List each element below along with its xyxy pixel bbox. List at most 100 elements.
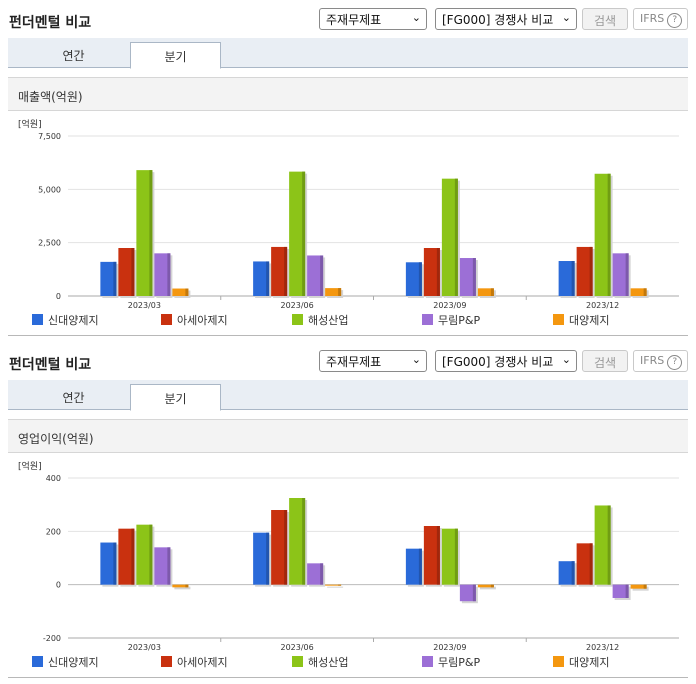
legend-label: 대양제지 bbox=[569, 656, 609, 669]
bar-edge bbox=[490, 288, 494, 296]
bar bbox=[100, 542, 117, 585]
bar bbox=[423, 526, 440, 585]
bar bbox=[289, 171, 306, 296]
bar bbox=[558, 561, 575, 585]
period-tabs: 연간 분기 bbox=[8, 38, 688, 69]
bar-edge bbox=[418, 548, 422, 585]
bar-edge bbox=[571, 261, 575, 296]
legend-label: 무림P&P bbox=[438, 314, 480, 327]
bar-edge bbox=[131, 528, 135, 585]
bar bbox=[477, 584, 494, 588]
bar bbox=[612, 253, 629, 296]
y-tick-label: 200 bbox=[46, 527, 61, 536]
bar bbox=[271, 510, 288, 585]
bar bbox=[118, 528, 135, 585]
y-tick-label: 400 bbox=[46, 474, 61, 483]
bar-edge bbox=[418, 262, 422, 296]
metric-title: 영업이익(억원) bbox=[8, 419, 688, 453]
bar bbox=[172, 584, 189, 588]
legend-swatch bbox=[292, 314, 303, 325]
y-tick-label: 2,500 bbox=[38, 239, 61, 248]
bar-edge bbox=[490, 584, 494, 588]
bar-edge bbox=[113, 261, 117, 296]
bar bbox=[307, 255, 324, 296]
statement-select-value: 주재무제표 bbox=[326, 355, 382, 369]
bar-edge bbox=[454, 178, 458, 296]
bar-shadow bbox=[632, 586, 649, 591]
tab-annual[interactable]: 연간 bbox=[62, 49, 85, 63]
bar-edge bbox=[149, 524, 153, 585]
operating-profit-chart: -200 0 200 400 2023/03 2023/06 2023/09 2023/12 신… bbox=[32, 474, 679, 669]
peer-group-select[interactable]: [FG000] 경쟁사 비교 ⌄ bbox=[435, 350, 577, 372]
tab-annual[interactable]: 연간 bbox=[62, 391, 85, 405]
bar bbox=[253, 532, 270, 585]
bar bbox=[307, 563, 324, 585]
bar bbox=[423, 248, 440, 296]
bar-edge bbox=[167, 547, 171, 585]
statement-select[interactable]: 주재무제표 ⌄ bbox=[319, 8, 427, 30]
y-tick-label: 0 bbox=[56, 292, 61, 301]
legend-swatch bbox=[32, 314, 43, 325]
chevron-down-icon: ⌄ bbox=[411, 353, 421, 366]
ifrs-button[interactable]: IFRS? bbox=[633, 350, 688, 372]
tab-quarterly[interactable]: 분기 bbox=[130, 384, 221, 411]
x-tick-label: 2023/12 bbox=[586, 643, 619, 652]
revenue-panel: 펀더멘털 비교 주재무제표 ⌄ [FG000] 경쟁사 비교 ⌄ 검색 IFRS? … bbox=[8, 8, 688, 336]
unit-label: [억원] bbox=[18, 462, 42, 472]
bar bbox=[459, 258, 476, 296]
tab-quarterly[interactable]: 분기 bbox=[130, 42, 221, 69]
bar-edge bbox=[113, 542, 117, 585]
bar-edge bbox=[302, 171, 306, 296]
legend-swatch bbox=[161, 314, 172, 325]
legend-swatch bbox=[553, 314, 564, 325]
x-tick-label: 2023/12 bbox=[586, 301, 619, 310]
y-tick-label: 5,000 bbox=[38, 185, 61, 194]
legend-label: 대양제지 bbox=[569, 314, 609, 327]
ifrs-label: IFRS bbox=[640, 12, 665, 25]
peer-group-select-value: [FG000] 경쟁사 비교 bbox=[442, 13, 554, 27]
bar-edge bbox=[149, 170, 153, 296]
bar-edge bbox=[266, 532, 270, 585]
legend-swatch bbox=[161, 656, 172, 667]
peer-group-select[interactable]: [FG000] 경쟁사 비교 ⌄ bbox=[435, 8, 577, 30]
bar-edge bbox=[436, 526, 440, 585]
chevron-down-icon: ⌄ bbox=[561, 353, 571, 366]
legend-label: 무림P&P bbox=[438, 656, 480, 669]
statement-select[interactable]: 주재무제표 ⌄ bbox=[319, 350, 427, 372]
bar bbox=[289, 498, 306, 585]
bar bbox=[154, 547, 171, 585]
bar bbox=[405, 262, 422, 296]
x-tick-label: 2023/03 bbox=[128, 643, 161, 652]
bar-edge bbox=[338, 584, 342, 586]
bar bbox=[325, 584, 342, 586]
bar bbox=[612, 584, 629, 598]
help-icon: ? bbox=[667, 13, 683, 28]
legend-swatch bbox=[292, 656, 303, 667]
unit-label: [억원] bbox=[18, 120, 42, 130]
bar-edge bbox=[185, 584, 189, 588]
peer-group-select-value: [FG000] 경쟁사 비교 bbox=[442, 355, 554, 369]
bar bbox=[630, 584, 647, 589]
x-tick-label: 2023/06 bbox=[281, 301, 314, 310]
bar bbox=[154, 253, 171, 296]
ifrs-label: IFRS bbox=[640, 354, 665, 367]
revenue-chart: 0 2,500 5,000 7,500 2023/03 2023/06 2023/09 202… bbox=[32, 132, 679, 327]
bar-edge bbox=[284, 510, 288, 585]
bar bbox=[558, 261, 575, 296]
bar-edge bbox=[284, 246, 288, 296]
panel-header: 펀더멘털 비교 주재무제표 ⌄ [FG000] 경쟁사 비교 ⌄ 검색 IFRS? bbox=[0, 342, 696, 380]
period-tabs: 연간 분기 bbox=[8, 380, 688, 411]
bar-edge bbox=[472, 584, 476, 602]
legend-label: 신대양제지 bbox=[48, 314, 99, 327]
search-button[interactable]: 검색 bbox=[582, 8, 628, 30]
legend-swatch bbox=[422, 314, 433, 325]
y-tick-label: -200 bbox=[43, 634, 61, 643]
search-button[interactable]: 검색 bbox=[582, 350, 628, 372]
bar bbox=[594, 505, 611, 585]
bar-edge bbox=[607, 173, 611, 296]
bar bbox=[630, 288, 647, 296]
ifrs-button[interactable]: IFRS? bbox=[633, 8, 688, 30]
bar-shadow bbox=[479, 586, 496, 590]
bar bbox=[477, 288, 494, 296]
bar-edge bbox=[643, 584, 647, 589]
